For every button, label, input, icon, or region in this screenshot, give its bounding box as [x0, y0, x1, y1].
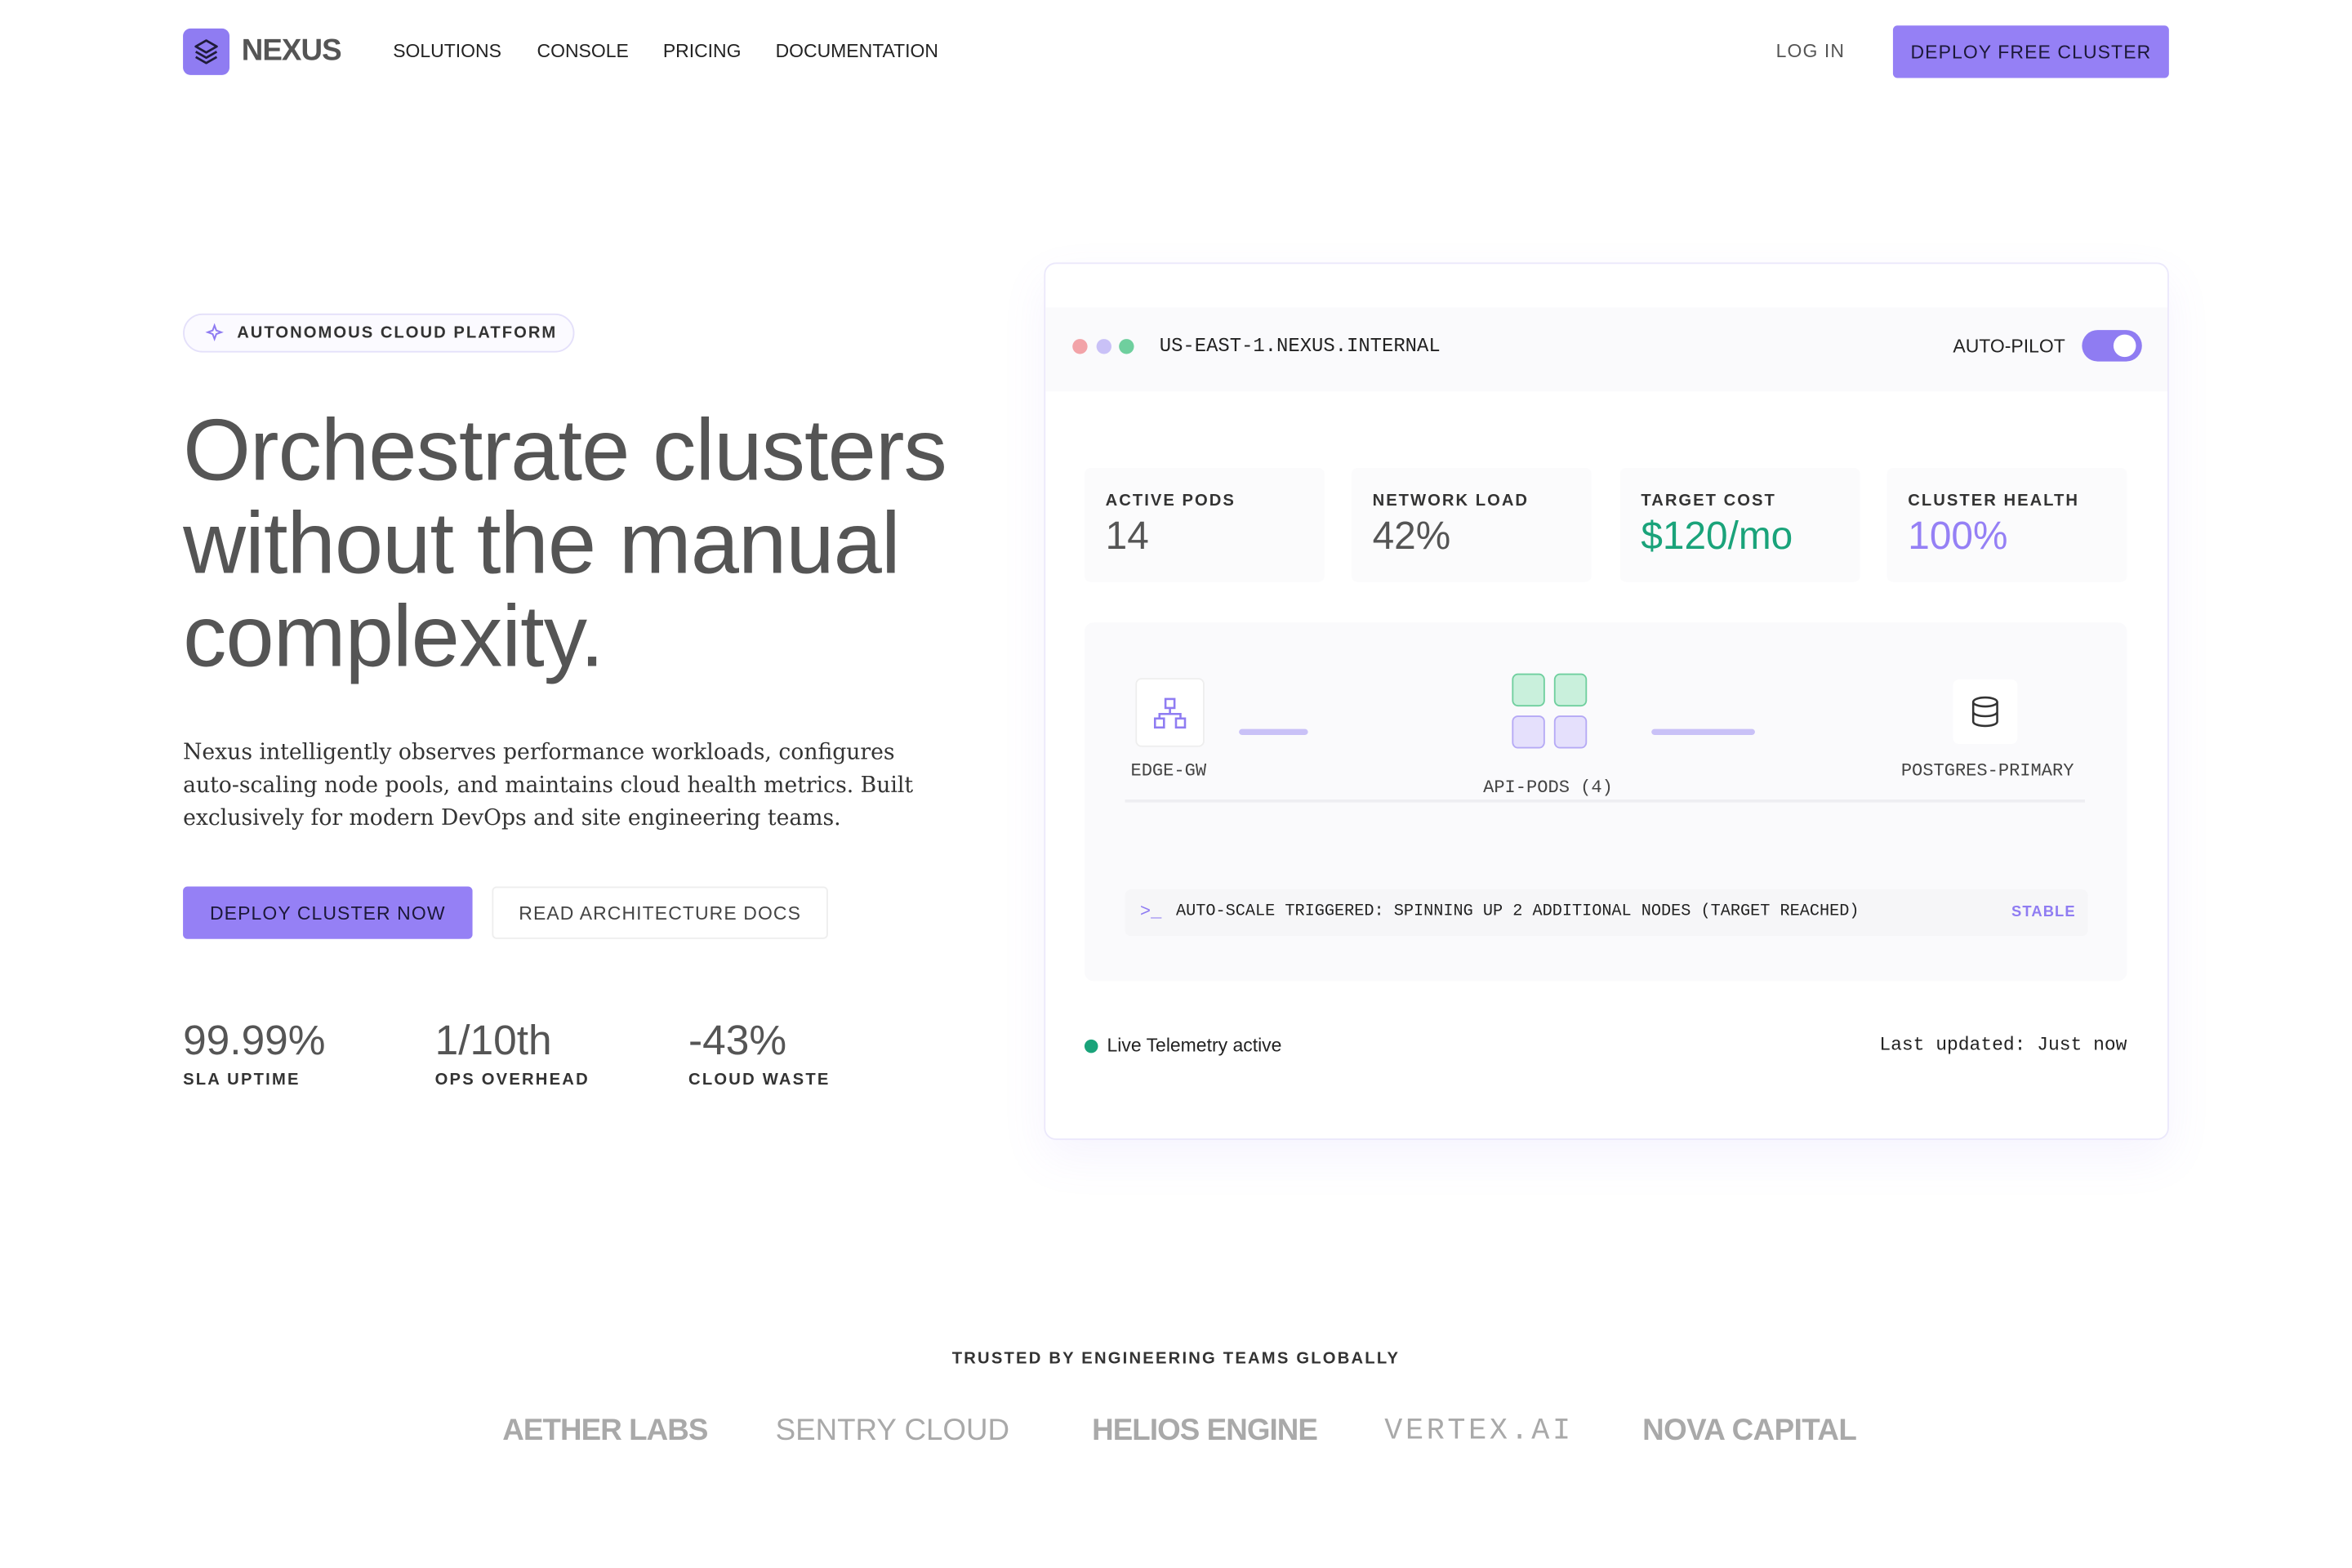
toggle-label: AUTO-PILOT — [1953, 336, 2065, 358]
log-status: STABLE — [2011, 904, 2076, 921]
badge: AUTONOMOUS CLOUD PLATFORM — [183, 313, 575, 353]
pod-chip — [1512, 715, 1545, 749]
pod-chip — [1553, 715, 1588, 749]
secondary-button[interactable]: READ ARCHITECTURE DOCS — [492, 886, 828, 939]
metric-label: NETWORK LOAD — [1372, 492, 1530, 510]
updated: Last updated: Just now — [1879, 1035, 2127, 1057]
metric: CLUSTER HEALTH 100% — [1886, 468, 2127, 582]
log-message: AUTO-SCALE TRIGGERED: SPINNING UP 2 ADDI… — [1175, 902, 1860, 921]
partner-logo: VERTEX.AI — [1384, 1414, 1574, 1450]
nav-cta[interactable]: DEPLOY FREE CLUSTER — [1892, 25, 2169, 78]
nav-link[interactable]: SOLUTIONS — [393, 40, 501, 62]
metric: TARGET COST $120/mo — [1619, 468, 1860, 582]
logo-text[interactable]: NEXUS — [241, 34, 342, 68]
badge-icon — [205, 323, 224, 342]
logo-icon[interactable] — [183, 28, 230, 75]
node-label: EDGE-GW — [1130, 760, 1207, 782]
node-label: POSTGRES-PRIMARY — [1900, 760, 2074, 782]
metric-value: 100% — [1908, 513, 2008, 559]
metric-value: 42% — [1372, 513, 1451, 559]
partner-logo: HELIOS ENGINE — [1092, 1414, 1318, 1448]
nav-link[interactable]: DOCUMENTATION — [775, 40, 938, 62]
divider — [1125, 799, 2086, 803]
nav-link[interactable]: CONSOLE — [537, 40, 629, 62]
partner-logo: SENTRY CLOUD — [775, 1414, 1010, 1448]
log-row — [1125, 889, 2088, 937]
nav-link[interactable]: PRICING — [662, 40, 742, 62]
metric-label: TARGET COST — [1641, 492, 1776, 510]
metric-label: CLUSTER HEALTH — [1908, 492, 2080, 510]
metric: NETWORK LOAD 42% — [1351, 468, 1592, 582]
node-label: API-PODS (4) — [1483, 777, 1613, 799]
stat-value: -43% — [688, 1017, 787, 1064]
logo-glyph — [194, 39, 218, 65]
partner-logo: NOVA CAPITAL — [1642, 1414, 1857, 1448]
dot — [1072, 339, 1088, 354]
stat-label: OPS OVERHEAD — [434, 1071, 590, 1089]
live-dot — [1084, 1039, 1098, 1054]
metric: ACTIVE PODS 14 — [1084, 468, 1325, 582]
stat-label: CLOUD WASTE — [688, 1071, 831, 1089]
edge-glyph — [1153, 697, 1187, 729]
db-glyph — [1971, 696, 1998, 728]
login[interactable]: LOG IN — [1775, 40, 1846, 62]
badge-text: AUTONOMOUS CLOUD PLATFORM — [237, 323, 558, 342]
trusted-title: TRUSTED BY ENGINEERING TEAMS GLOBALLY — [951, 1350, 1401, 1369]
metric-label: ACTIVE PODS — [1105, 492, 1236, 510]
hero-title: Orchestrate clusters without the manual … — [183, 402, 947, 686]
pod-chip — [1553, 673, 1588, 707]
dot — [1096, 339, 1111, 354]
metric-value: $120/mo — [1641, 513, 1793, 559]
dot — [1119, 339, 1134, 354]
db-icon — [1953, 679, 2018, 745]
toggle-knob — [2113, 334, 2136, 358]
partner-logo: AETHER LABS — [502, 1414, 708, 1448]
stat-value: 99.99% — [183, 1017, 326, 1064]
hero-description: Nexus intelligently observes performance… — [183, 741, 914, 831]
edge-icon — [1135, 678, 1205, 747]
card-header — [1045, 307, 2168, 392]
primary-button[interactable]: DEPLOY CLUSTER NOW — [183, 886, 473, 939]
stat-value: 1/10th — [434, 1017, 552, 1064]
toggle[interactable] — [2082, 330, 2142, 362]
pod-chip — [1512, 673, 1545, 707]
metric-value: 14 — [1105, 513, 1149, 559]
log-prompt: >_ — [1139, 901, 1162, 923]
link — [1239, 728, 1308, 735]
telemetry: Live Telemetry active — [1107, 1035, 1282, 1057]
link — [1651, 728, 1755, 735]
dashboard-card: US-EAST-1.NEXUS.INTERNAL AUTO-PILOT — [1044, 262, 2169, 1140]
stat-label: SLA UPTIME — [183, 1071, 301, 1089]
host: US-EAST-1.NEXUS.INTERNAL — [1159, 334, 1441, 358]
